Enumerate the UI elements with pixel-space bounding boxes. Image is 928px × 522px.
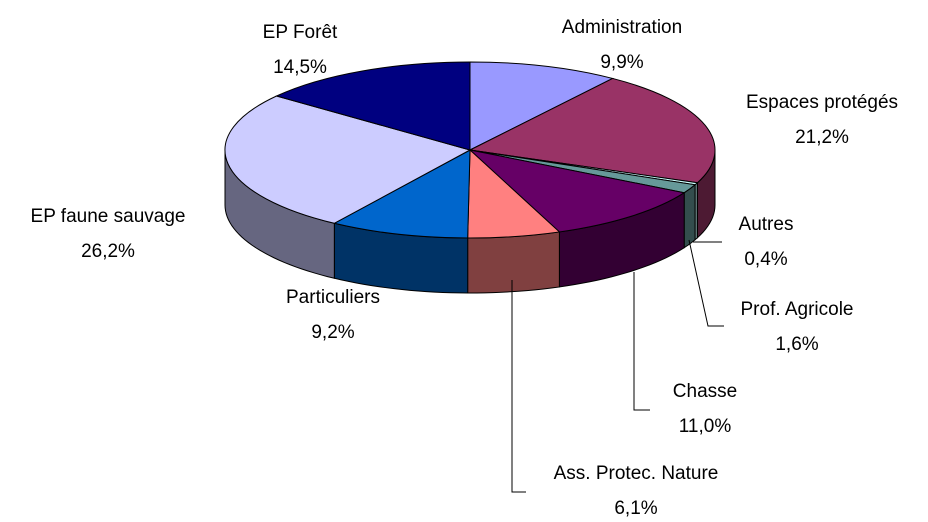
slice-name: Espaces protégés [746, 92, 898, 113]
pie-slice [332, 149, 471, 239]
slice-name: Particuliers [286, 287, 380, 308]
pie-wall [683, 183, 696, 249]
slice-value: 0,4% [744, 249, 787, 270]
slice-value: 21,2% [795, 127, 849, 148]
slice-value: 1,6% [775, 334, 818, 355]
pie-slice [469, 61, 615, 151]
slice-name: Ass. Protec. Nature [554, 463, 719, 484]
slice-value: 14,5% [273, 57, 327, 78]
pie-slice [275, 61, 471, 151]
pie-slice [224, 95, 472, 224]
slice-value: 26,2% [81, 241, 135, 262]
slice-value: 9,2% [311, 322, 354, 343]
leader-line [511, 280, 526, 493]
slice-name: Prof. Agricole [741, 299, 854, 320]
slice-value: 11,0% [679, 416, 732, 437]
pie-slice [468, 149, 686, 233]
slice-name: Chasse [673, 381, 737, 402]
pie-slice [468, 77, 716, 184]
pie-tops [224, 61, 716, 239]
slice-name: Autres [739, 214, 794, 235]
leader-line [688, 239, 724, 327]
slice-name: Administration [562, 17, 682, 38]
slice-value: 6,1% [614, 498, 657, 519]
pie-walls [224, 149, 716, 294]
leader-line [633, 272, 650, 411]
labels: Administration 9,9% Espaces protégés 21,2% A… [31, 17, 899, 519]
slice-value: 9,9% [600, 52, 643, 73]
pie-wall [467, 231, 560, 294]
slice-name: EP Forêt [263, 22, 338, 43]
slice-name: EP faune sauvage [31, 206, 186, 227]
